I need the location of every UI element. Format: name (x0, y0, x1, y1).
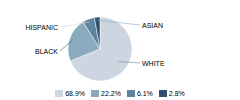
svg-text:HISPANIC: HISPANIC (25, 24, 58, 31)
svg-text:ASIAN: ASIAN (142, 22, 163, 29)
svg-text:BLACK: BLACK (35, 48, 58, 55)
html-text:68.9%: 68.9% (65, 89, 85, 97)
svg-text:WHITE: WHITE (142, 60, 165, 67)
html-text:2.8%: 2.8% (168, 89, 185, 97)
html-text:6.1%: 6.1% (136, 89, 153, 97)
html-text:22.2%: 22.2% (101, 89, 121, 97)
